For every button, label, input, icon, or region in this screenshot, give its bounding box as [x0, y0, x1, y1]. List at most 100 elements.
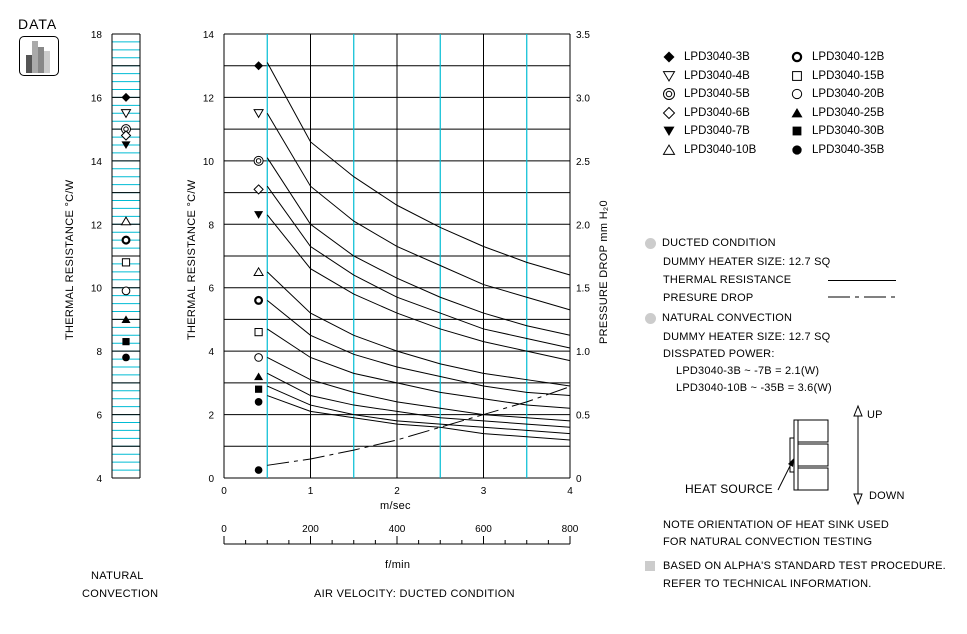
curve-lpd3040-10b [266, 271, 571, 387]
legend-label: LPD3040-12B [812, 51, 885, 63]
marker-lpd3040-35b [254, 398, 263, 406]
natural-point-lpd3040-4b [120, 109, 132, 119]
fmin-tick-label: 400 [389, 524, 406, 535]
label-down: DOWN [869, 490, 905, 502]
legend-marker-icon [662, 144, 676, 155]
legend-item: LPD3040-12B [790, 50, 884, 64]
fmin-tick-label: 0 [221, 524, 227, 535]
marker-lpd3040-30b [255, 385, 263, 393]
legend-marker-shape [792, 70, 802, 81]
legend-label: LPD3040-10B [684, 144, 757, 156]
natural-point-lpd3040-7b [121, 141, 131, 150]
legend-label: LPD3040-15B [812, 69, 885, 82]
curve-lpd3040-3b [266, 62, 571, 276]
legend-label: LPD3040-20B [812, 88, 885, 101]
main-ytick-label: 12 [203, 93, 215, 104]
main-ytick-label: 10 [203, 157, 215, 168]
natural-point-lpd3040-35b [122, 353, 130, 362]
note-thermal-resistance: THERMAL RESISTANCE [663, 274, 792, 286]
note-dummy-heater-2: DUMMY HEATER SIZE: 12.7 SQ [663, 331, 831, 343]
curve-lpd3040-25b [267, 372, 571, 428]
legend-marker-icon [662, 70, 676, 82]
natural-ytick-label: 8 [96, 347, 102, 358]
natural-point-lpd3040-3b [121, 92, 131, 102]
legend-marker-icon [792, 126, 802, 136]
main-xtick-label: 4 [567, 486, 573, 497]
data-icon [19, 36, 59, 76]
main-ytick-right-label: 3.0 [576, 93, 590, 104]
marker-lpd3040-12b [254, 295, 264, 305]
legend-marker-shape [663, 126, 675, 137]
legend-marker-shape [663, 51, 675, 63]
legend-item: LPD3040-35B [790, 143, 884, 157]
note-dissipated: DISSPATED POWER: [663, 348, 775, 360]
marker-lpd3040-6b [253, 184, 264, 195]
main-xtick-label: 3 [481, 486, 487, 497]
label-up: UP [867, 409, 883, 421]
legend-label: LPD3040-3B [684, 51, 750, 63]
legend-item: LPD3040-30B [790, 124, 884, 138]
marker-lpd3040-20b [254, 353, 263, 362]
natural-ytick-label: 6 [96, 411, 102, 422]
note-dummy-heater-1: DUMMY HEATER SIZE: 12.7 SQ [663, 256, 831, 268]
main-ytick-right-label: 0 [576, 474, 582, 485]
curve-lpd3040-6b [266, 185, 571, 349]
natural-ytick-label: 16 [91, 93, 103, 104]
natural-ytick-label: 10 [91, 284, 103, 295]
natural-point-lpd3040-15b [121, 258, 131, 267]
curve-lpd3040-30b [267, 385, 571, 435]
natural-ytick-label: 12 [91, 220, 103, 231]
legend-item: LPD3040-20B [790, 87, 884, 101]
data-header-label: DATA [18, 16, 58, 32]
legend-label: LPD3040-7B [684, 125, 750, 138]
note-orientation-1: NOTE ORIENTATION OF HEAT SINK USED [663, 519, 890, 531]
main-ylabel-right: PRESSURE DROP mm H₂0 [598, 200, 610, 344]
curve-lpd3040-5b [266, 157, 571, 336]
marker-lpd3040-3b [254, 61, 264, 71]
fmin-tick-label: 200 [302, 524, 319, 535]
main-ytick-label: 2 [208, 411, 214, 422]
heat-sink-diagram [777, 404, 863, 506]
legend-item: LPD3040-3B [662, 50, 750, 64]
main-ytick-label: 14 [203, 30, 215, 41]
curve-lpd3040-12b [266, 300, 571, 397]
note-natural: NATURAL CONVECTION [645, 312, 792, 324]
legend-item: LPD3040-4B [662, 69, 750, 83]
natural-convection-chart: 4 6 8 10 12 14 16 18 [91, 30, 141, 485]
note-power-2: LPD3040-10B ~ -35B = 3.6(W) [676, 382, 832, 394]
note-pressure-drop: PRESURE DROP [663, 292, 754, 304]
marker-lpd3040-15b [254, 328, 263, 337]
main-ytick-right-label: 1.0 [576, 347, 590, 358]
note-based-2: REFER TO TECHNICAL INFORMATION. [663, 578, 872, 590]
natural-point-lpd3040-12b [121, 235, 131, 245]
marker-lpd3040-7b [254, 211, 264, 219]
bar-chart-icon [26, 41, 50, 73]
note-based-1: BASED ON ALPHA'S STANDARD TEST PROCEDURE… [645, 560, 946, 572]
main-ytick-right-label: 2.5 [576, 157, 590, 168]
natural-point-lpd3040-10b [120, 216, 132, 226]
legend-marker-icon [791, 51, 803, 63]
xlabel-fmin: f/min [385, 559, 411, 571]
main-ytick-right-label: 3.5 [576, 30, 590, 41]
xlabel-msec: m/sec [380, 500, 411, 512]
main-ytick-label: 8 [208, 220, 214, 231]
solid-line-sample [828, 280, 896, 281]
legend-item: LPD3040-10B [662, 143, 756, 157]
natural-caption-2: CONVECTION [82, 588, 159, 600]
bullet-square-icon [645, 561, 655, 572]
main-ytick-right-label: 1.5 [576, 284, 590, 295]
dashdot-line-sample [828, 296, 898, 298]
legend-marker-icon [662, 106, 676, 120]
legend-marker-shape [662, 144, 676, 155]
legend-marker-shape [792, 145, 802, 155]
note-power-1: LPD3040-3B ~ -7B = 2.1(W) [676, 365, 820, 377]
natural-ytick-label: 18 [91, 30, 103, 41]
legend-label: LPD3040-35B [812, 144, 885, 156]
legend-marker-shape [663, 88, 675, 101]
natural-point-lpd3040-6b [120, 130, 132, 141]
main-ytick-right-label: 0.5 [576, 411, 590, 422]
note-orientation-2: FOR NATURAL CONVECTION TESTING [663, 536, 873, 548]
note-ducted: DUCTED CONDITION [645, 237, 776, 249]
fmin-tick-label: 800 [562, 524, 579, 535]
